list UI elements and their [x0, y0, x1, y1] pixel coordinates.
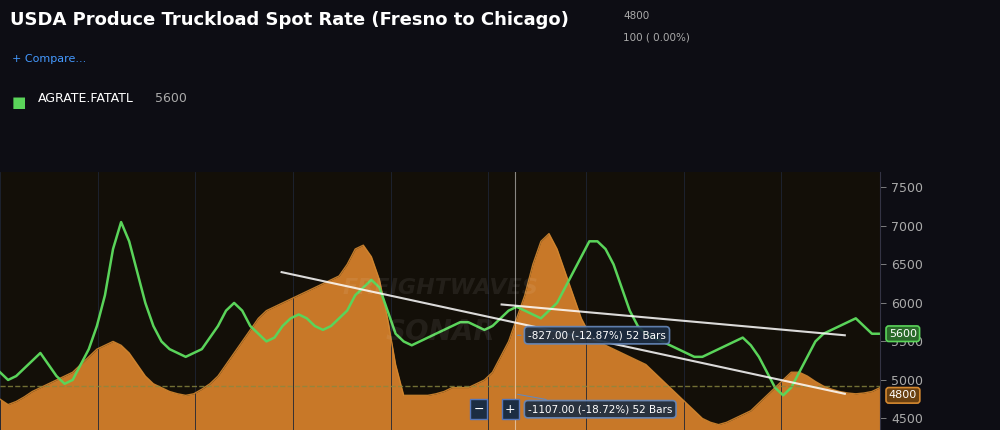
Text: 5600: 5600	[889, 329, 917, 339]
Text: 5600: 5600	[155, 92, 187, 105]
Text: 4800: 4800	[889, 390, 917, 400]
Text: -1107.00 (-18.72%) 52 Bars: -1107.00 (-18.72%) 52 Bars	[518, 394, 672, 414]
Text: 100 ( 0.00%): 100 ( 0.00%)	[623, 32, 690, 42]
Text: FREIGHTWAVES: FREIGHTWAVES	[342, 278, 538, 298]
Text: +: +	[505, 403, 516, 416]
Text: SONAR: SONAR	[385, 318, 495, 346]
Text: 4800: 4800	[623, 11, 649, 21]
Text: USDA Produce Truckload Spot Rate (Fresno to Chicago): USDA Produce Truckload Spot Rate (Fresno…	[10, 11, 569, 29]
Text: ■: ■	[12, 95, 26, 110]
Text: −: −	[473, 403, 484, 416]
Text: + Compare...: + Compare...	[12, 54, 86, 64]
Text: -827.00 (-12.87%) 52 Bars: -827.00 (-12.87%) 52 Bars	[518, 330, 666, 340]
Text: AGRATE.FATATL: AGRATE.FATATL	[38, 92, 134, 105]
